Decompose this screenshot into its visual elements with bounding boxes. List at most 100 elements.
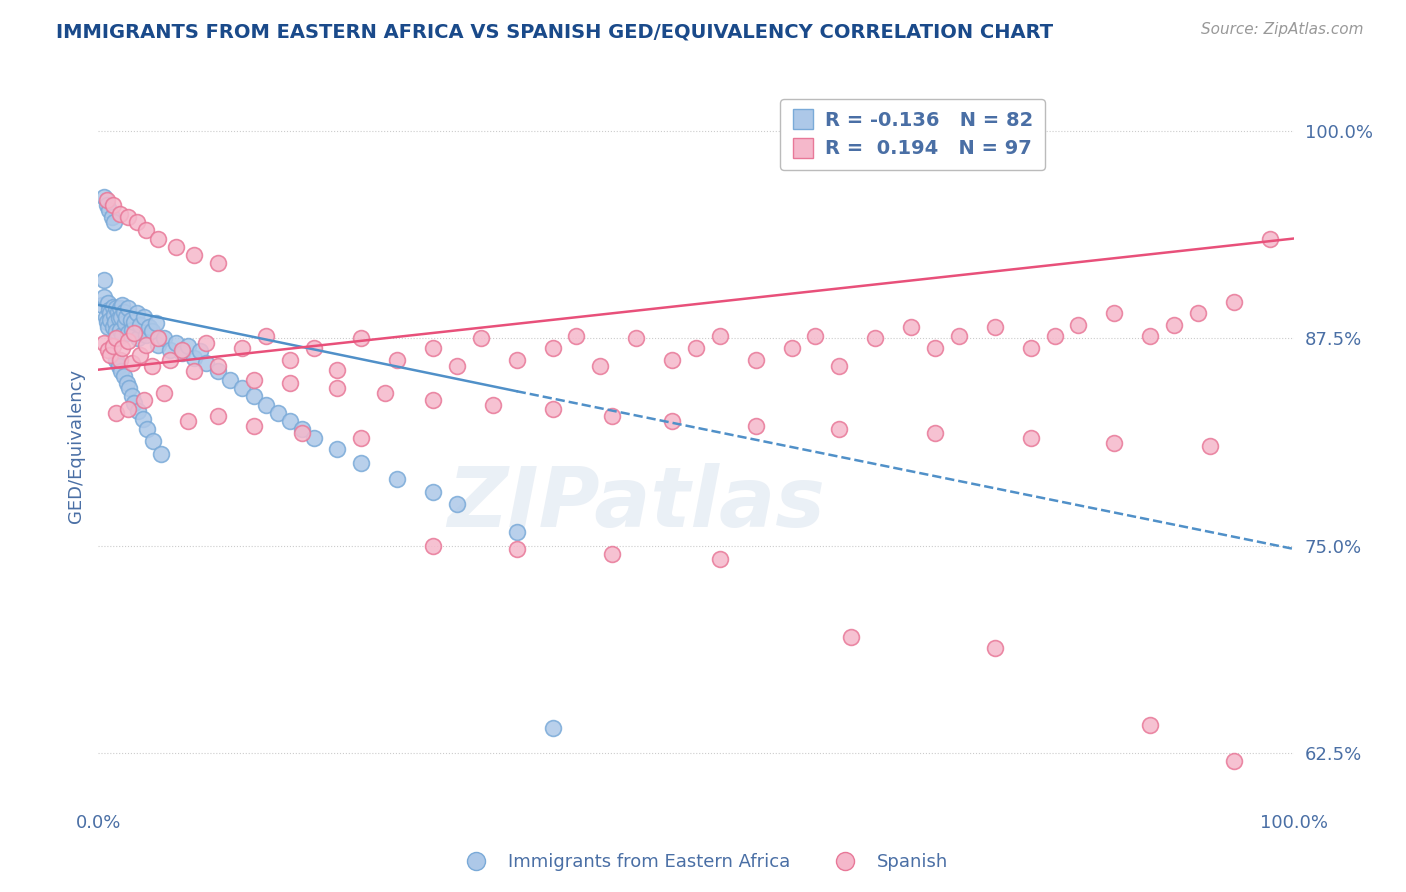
Point <box>1104 306 1126 320</box>
Point <box>506 525 529 540</box>
Point <box>302 431 325 445</box>
Point <box>114 316 136 330</box>
Point <box>115 376 138 390</box>
Point <box>136 422 159 436</box>
Point <box>141 359 163 374</box>
Point <box>142 434 165 448</box>
Point <box>111 341 134 355</box>
Point <box>1199 439 1222 453</box>
Point <box>183 248 205 262</box>
Legend: Immigrants from Eastern Africa, Spanish: Immigrants from Eastern Africa, Spanish <box>450 847 956 879</box>
Point <box>101 300 124 314</box>
Legend: R = -0.136   N = 82, R =  0.194   N = 97: R = -0.136 N = 82, R = 0.194 N = 97 <box>780 99 1045 170</box>
Point <box>219 373 242 387</box>
Point <box>165 336 187 351</box>
Point <box>97 296 120 310</box>
Point <box>267 406 290 420</box>
Point <box>117 326 139 340</box>
Point <box>1104 435 1126 450</box>
Point <box>231 341 253 355</box>
Point <box>188 344 211 359</box>
Point <box>129 318 152 332</box>
Point <box>98 302 121 317</box>
Point <box>207 359 229 374</box>
Point <box>1163 318 1185 332</box>
Point <box>148 338 170 352</box>
Point <box>243 373 266 387</box>
Point <box>121 389 143 403</box>
Point <box>350 431 373 445</box>
Point <box>103 308 125 322</box>
Point <box>117 301 139 316</box>
Point <box>984 319 1007 334</box>
Point <box>446 359 468 374</box>
Point <box>101 198 124 212</box>
Point <box>470 331 492 345</box>
Point <box>422 485 444 500</box>
Point <box>94 310 117 324</box>
Point <box>112 304 135 318</box>
Point <box>254 329 277 343</box>
Point <box>1187 306 1209 320</box>
Point <box>841 630 863 644</box>
Point <box>135 223 157 237</box>
Point <box>422 392 444 407</box>
Point <box>108 301 131 316</box>
Point <box>177 339 200 353</box>
Point <box>96 314 118 328</box>
Point <box>138 319 160 334</box>
Point <box>97 319 120 334</box>
Point <box>924 425 946 440</box>
Point <box>96 194 118 208</box>
Point <box>124 396 146 410</box>
Point <box>948 329 970 343</box>
Point <box>984 641 1007 656</box>
Point <box>165 240 187 254</box>
Point <box>101 319 124 334</box>
Point <box>127 404 149 418</box>
Point <box>98 348 122 362</box>
Point <box>924 341 946 355</box>
Y-axis label: GED/Equivalency: GED/Equivalency <box>66 369 84 523</box>
Point <box>98 203 121 218</box>
Point <box>105 352 128 367</box>
Point <box>108 323 131 337</box>
Point <box>326 442 349 457</box>
Point <box>98 306 122 320</box>
Text: Source: ZipAtlas.com: Source: ZipAtlas.com <box>1201 22 1364 37</box>
Point <box>117 210 139 224</box>
Point <box>243 389 266 403</box>
Point <box>115 310 138 324</box>
Point <box>709 552 731 566</box>
Point <box>135 327 157 342</box>
Point <box>93 273 115 287</box>
Point <box>745 352 768 367</box>
Point <box>422 539 444 553</box>
Point <box>132 392 155 407</box>
Point <box>172 343 194 357</box>
Point <box>541 402 564 417</box>
Point <box>172 346 194 360</box>
Point <box>159 343 181 357</box>
Point <box>350 456 373 470</box>
Point <box>385 352 409 367</box>
Point <box>685 341 707 355</box>
Point <box>107 311 129 326</box>
Point <box>278 352 301 367</box>
Point <box>110 364 132 378</box>
Point <box>828 359 851 374</box>
Point <box>1019 431 1042 445</box>
Point <box>108 207 131 221</box>
Point <box>709 329 731 343</box>
Point <box>865 331 887 345</box>
Point <box>828 422 851 436</box>
Point <box>231 381 253 395</box>
Point <box>589 359 612 374</box>
Point <box>780 341 803 355</box>
Point <box>481 397 505 411</box>
Point <box>91 298 114 312</box>
Point <box>105 325 128 339</box>
Point <box>125 215 148 229</box>
Point <box>278 376 301 390</box>
Point <box>121 356 143 370</box>
